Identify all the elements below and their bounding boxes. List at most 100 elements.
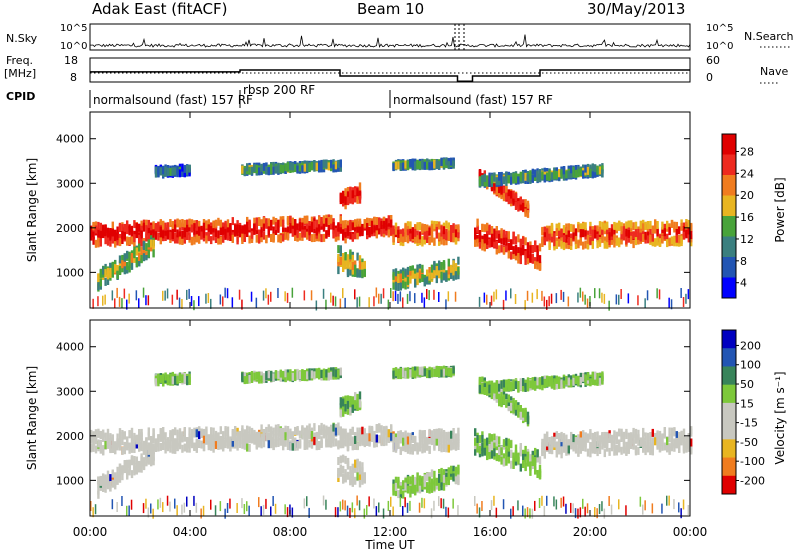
heat-cell bbox=[550, 375, 554, 384]
heat-cell bbox=[505, 437, 508, 446]
colorbar-tick-label: 24 bbox=[740, 167, 754, 180]
noise-cell bbox=[423, 297, 426, 308]
heat-cell bbox=[255, 234, 258, 243]
heat-cell bbox=[270, 426, 273, 435]
heat-cell bbox=[301, 431, 304, 440]
heat-cell bbox=[159, 226, 162, 235]
noise-cell bbox=[610, 504, 613, 515]
heat-cell bbox=[171, 429, 174, 438]
heat-cell bbox=[452, 234, 455, 242]
heat-cell bbox=[243, 234, 246, 242]
heat-cell bbox=[310, 234, 314, 243]
heat-cell bbox=[121, 260, 124, 269]
heat-cell bbox=[186, 439, 189, 448]
heat-cell bbox=[294, 439, 297, 447]
cpid-segment-label: normalsound (fast) 157 RF bbox=[393, 93, 553, 107]
heat-cell bbox=[538, 243, 542, 252]
heat-cell bbox=[531, 379, 534, 388]
heat-cell bbox=[478, 178, 482, 187]
heat-cell bbox=[354, 442, 357, 450]
power-heatmap bbox=[90, 157, 693, 311]
heat-cell bbox=[440, 236, 443, 245]
heat-cell bbox=[370, 427, 374, 436]
heat-cell bbox=[147, 456, 150, 465]
noise-cell bbox=[94, 504, 97, 515]
heat-cell bbox=[109, 228, 112, 237]
noise-cell bbox=[529, 508, 531, 519]
heat-cell bbox=[658, 238, 662, 247]
heat-cell bbox=[116, 433, 119, 442]
noise-cell bbox=[474, 496, 476, 506]
heat-cell bbox=[433, 470, 436, 479]
heat-cell bbox=[121, 224, 124, 233]
noise-cell bbox=[207, 293, 210, 303]
heat-cell bbox=[330, 439, 333, 448]
heat-cell bbox=[598, 377, 602, 386]
heat-cell bbox=[514, 175, 518, 184]
heat-cell bbox=[90, 444, 93, 453]
heat-cell bbox=[570, 375, 573, 384]
noise-cell bbox=[166, 288, 169, 299]
freq-tick-bottom: 8 bbox=[70, 71, 77, 84]
heat-cell bbox=[138, 223, 141, 232]
noise-cell bbox=[243, 504, 246, 514]
heat-cell bbox=[416, 160, 419, 169]
noise-cell bbox=[118, 296, 121, 307]
heat-cell bbox=[514, 244, 518, 253]
heat-cell bbox=[495, 241, 498, 249]
heat-cell bbox=[260, 163, 263, 172]
heat-cell bbox=[649, 234, 652, 243]
heat-cell bbox=[591, 432, 594, 441]
noise-cell bbox=[555, 293, 558, 304]
heat-cell bbox=[430, 268, 434, 277]
heat-cell bbox=[567, 170, 570, 179]
heat-cell bbox=[246, 434, 249, 443]
heat-cell bbox=[606, 438, 609, 447]
heat-cell bbox=[591, 163, 594, 172]
heat-cell bbox=[526, 200, 530, 209]
heat-cell bbox=[495, 391, 498, 400]
heat-cell bbox=[418, 270, 422, 279]
heat-cell bbox=[558, 433, 561, 441]
heat-cell bbox=[164, 441, 167, 449]
heat-cell bbox=[385, 227, 388, 236]
heat-cell bbox=[409, 369, 412, 378]
heat-cell bbox=[392, 433, 395, 442]
heat-cell bbox=[601, 373, 604, 382]
heat-cell bbox=[334, 369, 338, 378]
noise-cell bbox=[402, 506, 404, 516]
heat-cell bbox=[433, 237, 436, 246]
heat-cell bbox=[591, 240, 594, 249]
heat-cell bbox=[680, 235, 683, 244]
heat-cell bbox=[601, 221, 604, 230]
nsky-tick-top: 10^5 bbox=[60, 23, 87, 34]
heat-cell bbox=[277, 437, 280, 446]
heat-cell bbox=[409, 446, 412, 455]
heat-cell bbox=[361, 467, 364, 476]
heat-cell bbox=[147, 219, 150, 228]
heat-cell bbox=[560, 240, 563, 249]
heat-cell bbox=[205, 235, 208, 244]
heat-cell bbox=[406, 229, 410, 238]
heat-cell bbox=[526, 458, 530, 467]
heat-cell bbox=[241, 165, 244, 174]
heat-cell bbox=[510, 251, 513, 260]
heat-cell bbox=[147, 427, 150, 436]
heat-cell bbox=[562, 438, 566, 447]
heat-cell bbox=[320, 436, 323, 445]
heat-cell bbox=[202, 435, 206, 444]
heat-cell bbox=[308, 221, 311, 229]
heat-cell bbox=[510, 239, 513, 248]
noise-cell bbox=[378, 502, 380, 513]
heat-cell bbox=[382, 438, 386, 447]
noise-cell bbox=[195, 502, 198, 513]
heat-cell bbox=[382, 225, 386, 234]
heat-cell bbox=[500, 447, 503, 456]
heat-cell bbox=[507, 378, 510, 387]
heat-cell bbox=[351, 190, 354, 199]
noise-cell bbox=[584, 506, 586, 517]
heat-cell bbox=[409, 159, 412, 167]
heat-cell bbox=[291, 433, 294, 442]
heat-cell bbox=[577, 448, 580, 457]
heat-cell bbox=[519, 201, 522, 210]
